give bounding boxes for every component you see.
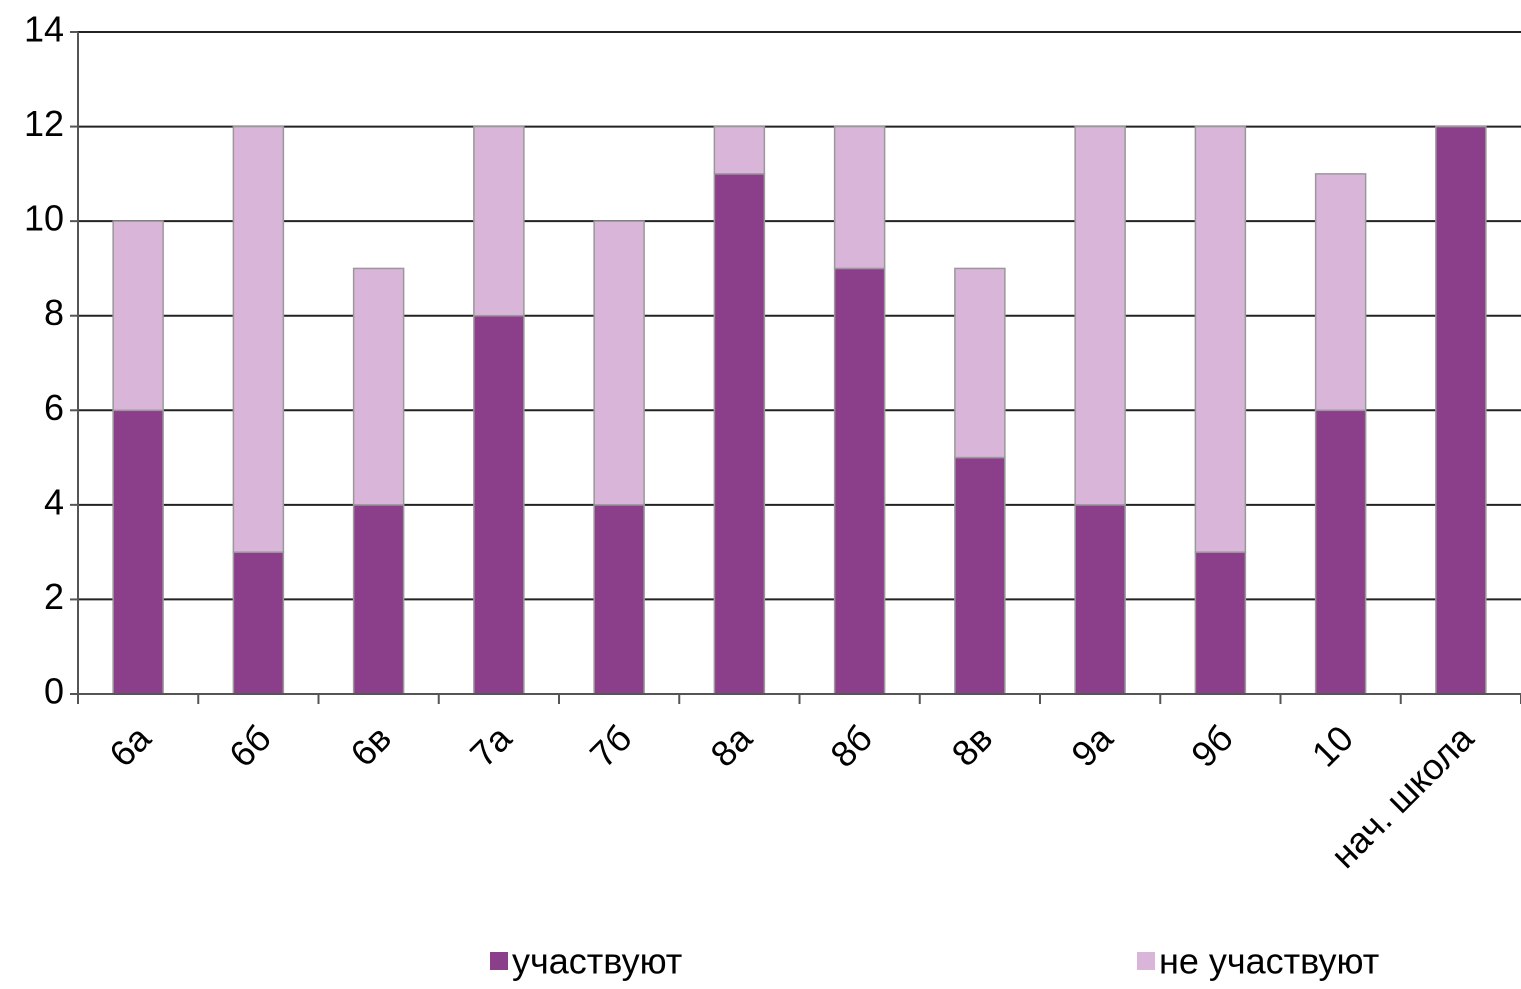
bar-segment: [833, 125, 886, 270]
bar-segment: [352, 267, 405, 506]
bar-segment: [473, 125, 525, 317]
x-tick-label: 8а: [702, 717, 760, 775]
bar-segment: [1314, 409, 1367, 695]
bar-segment: [1074, 125, 1126, 506]
bar-segment: [1074, 504, 1126, 695]
x-tick-label: 10: [1304, 717, 1361, 774]
bar-segment: [1194, 551, 1247, 695]
legend-label: участвуют: [512, 941, 682, 982]
y-tick-label: 6: [44, 387, 64, 428]
bar-segment: [593, 504, 645, 695]
bar-segment: [352, 504, 405, 695]
bar-segment: [473, 314, 525, 695]
legend-label: не участвуют: [1159, 941, 1379, 982]
bar-segment: [232, 551, 285, 695]
x-tick-label: 9б: [1183, 717, 1241, 775]
x-tick-label: 7а: [462, 717, 520, 775]
bar-segment: [954, 267, 1006, 459]
bar-segment: [713, 173, 766, 695]
bar-segment: [112, 220, 164, 412]
x-tick-label: 7б: [582, 717, 640, 775]
y-tick-label: 12: [24, 103, 64, 144]
x-tick-label: 6б: [221, 717, 279, 775]
x-tick-label: 8б: [822, 717, 880, 775]
x-tick-label: 6а: [101, 717, 159, 775]
x-tick-label: 8в: [944, 717, 1001, 774]
y-tick-label: 10: [24, 198, 64, 239]
y-tick-label: 2: [44, 576, 64, 617]
y-tick-label: 14: [24, 9, 64, 50]
bar-segment: [713, 125, 766, 175]
bar-segment: [1314, 173, 1367, 412]
y-tick-label: 8: [44, 292, 64, 333]
x-tick-label: 6в: [342, 717, 399, 774]
bar-segment: [954, 456, 1006, 695]
legend-swatch: [1137, 952, 1155, 970]
legend-swatch: [490, 952, 508, 970]
y-tick-label: 0: [44, 671, 64, 712]
bar-segment: [833, 267, 886, 695]
bar-segment: [1435, 125, 1487, 695]
bar-segment: [593, 220, 645, 506]
y-tick-label: 4: [44, 481, 64, 522]
bar-segment: [232, 125, 285, 553]
x-tick-label: 9а: [1063, 717, 1121, 775]
bar-segment: [1194, 125, 1247, 553]
bar-segment: [112, 409, 164, 695]
